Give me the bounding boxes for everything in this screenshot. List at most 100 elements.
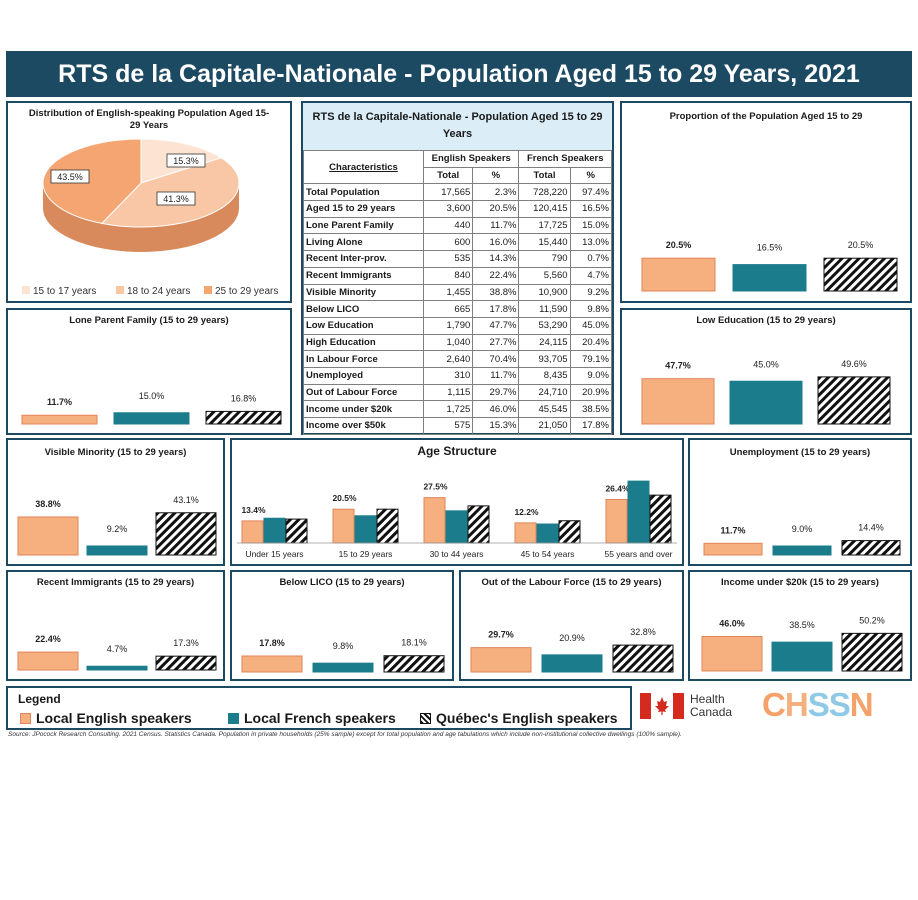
legend-item-quebec: Québec's English speakers <box>420 710 618 726</box>
category-label: 55 years and over <box>604 549 672 559</box>
table-row: Recent Inter-prov. 535 14.3% 790 0.7% <box>303 250 613 268</box>
data-label: 22.4% <box>35 634 61 644</box>
lone-parent-chart-title: Lone Parent Family (15 to 29 years) <box>69 315 229 326</box>
pie-slice <box>42 138 142 224</box>
legend: Legend Local English speakers Local Fren… <box>6 686 632 730</box>
row-label: In Labour Force <box>303 350 424 368</box>
data-label: 38.5% <box>789 620 815 630</box>
bar-english <box>641 378 715 425</box>
health-canada-logo: Health Canada <box>690 693 732 719</box>
col-characteristics: Characteristics <box>303 149 424 185</box>
en-total-cell: 535 <box>422 250 474 268</box>
bar-french <box>627 480 650 544</box>
health-canada-line2: Canada <box>690 705 733 719</box>
data-label: 38.8% <box>35 499 61 509</box>
bar-french <box>729 380 803 425</box>
bar-quebec <box>841 632 903 672</box>
table-row: Income over $50k 575 15.3% 21,050 17.8% <box>303 417 613 435</box>
data-label: 11.7% <box>720 525 745 535</box>
table-row: Unemployed 310 11.7% 8,435 9.0% <box>303 366 613 385</box>
fr-pct-cell: 9.2% <box>569 283 613 302</box>
low-education-chart-panel: Low Education (15 to 29 years) 47.7% 45.0… <box>620 308 912 435</box>
data-label: 26.4% <box>605 483 630 493</box>
table-row: Below LICO 665 17.8% 11,590 9.8% <box>303 300 613 318</box>
en-pct-cell: 70.4% <box>472 350 520 368</box>
en-pct-cell: 17.8% <box>472 300 520 318</box>
en-total-cell: 2,640 <box>422 350 474 368</box>
fr-pct-cell: 16.5% <box>569 200 613 218</box>
row-label: Low Education <box>303 316 424 335</box>
fr-pct-cell: 13.0% <box>569 233 613 252</box>
data-label: 16.5% <box>757 243 783 253</box>
pie-label: 15.3% <box>173 156 199 166</box>
table-title: RTS de la Capitale-Nationale - Populatio… <box>303 103 612 150</box>
bar-quebec <box>467 505 490 544</box>
data-label: 9.8% <box>333 641 354 651</box>
bar-french <box>445 510 468 544</box>
legend-label-english: Local English speakers <box>36 710 192 726</box>
fr-pct-cell: 9.0% <box>569 366 613 385</box>
out-of-labour-force-chart-title: Out of the Labour Force (15 to 29 years) <box>481 577 662 588</box>
table-row: Out of Labour Force 1,115 29.7% 24,710 20.9% <box>303 383 613 402</box>
bar-french <box>86 545 148 556</box>
recent-immigrants-chart: 22.4% 4.7% 17.3% <box>17 634 217 671</box>
bar-french <box>541 654 603 673</box>
income-under-20k-chart-title: Income under $20k (15 to 29 years) <box>721 577 879 588</box>
low-education-chart: 47.7% 45.0% 49.6% <box>641 359 891 425</box>
bar-french <box>86 665 148 671</box>
fr-pct-cell: 20.4% <box>569 333 613 352</box>
legend-swatch-quebec <box>420 713 431 724</box>
table-row: Income under $20k 1,725 46.0% 45,545 38.5% <box>303 400 613 418</box>
table-row: Visible Minority 1,455 38.8% 10,900 9.2% <box>303 283 613 302</box>
legend-swatch-french <box>228 713 239 724</box>
bar-quebec <box>376 508 399 544</box>
en-total-cell: 1,040 <box>422 333 474 352</box>
data-label: 20.5% <box>848 240 874 250</box>
bar-english <box>17 516 79 556</box>
en-pct-cell: 27.7% <box>472 333 520 352</box>
proportion-chart-title: Proportion of the Population Aged 15 to … <box>669 111 863 122</box>
row-label: Total Population <box>303 183 424 202</box>
category-label: 45 to 54 years <box>521 549 575 559</box>
row-label: Lone Parent Family <box>303 216 424 235</box>
row-label: Visible Minority <box>303 283 424 302</box>
pie-legend-label: 25 to 29 years <box>215 286 278 297</box>
pie-legend-swatch <box>204 286 212 294</box>
bar-english <box>423 497 446 544</box>
row-label: Below LICO <box>303 300 424 318</box>
data-label: 12.2% <box>514 507 539 517</box>
data-label: 18.1% <box>401 638 427 648</box>
en-total-cell: 840 <box>422 266 474 285</box>
bar-quebec <box>285 518 308 544</box>
row-label: Aged 15 to 29 years <box>303 200 424 218</box>
en-total-cell: 1,725 <box>422 400 474 418</box>
fr-pct-cell: 45.0% <box>569 316 613 335</box>
col-french-speakers: French Speakers <box>518 150 612 168</box>
table-row: Living Alone 600 16.0% 15,440 13.0% <box>303 233 613 252</box>
pie-chart-panel: Distribution of English-speaking Populat… <box>6 101 292 303</box>
legend-item-french: Local French speakers <box>228 710 396 726</box>
en-pct-cell: 14.3% <box>472 250 520 268</box>
chssn-letter: C <box>762 686 786 723</box>
en-pct-cell: 38.8% <box>472 283 520 302</box>
pie-legend-label: 15 to 17 years <box>33 286 96 297</box>
row-label: Recent Inter-prov. <box>303 250 424 268</box>
data-label: 46.0% <box>719 619 745 629</box>
pie-label: 41.3% <box>163 194 189 204</box>
col-fr-pct: % <box>569 166 613 185</box>
en-pct-cell: 2.3% <box>472 183 520 202</box>
out-of-labour-force-chart-panel: Out of the Labour Force (15 to 29 years)… <box>459 570 684 681</box>
chssn-letter: N <box>849 686 874 723</box>
pie-legend-label: 18 to 24 years <box>127 286 190 297</box>
data-label: 43.1% <box>173 495 199 505</box>
unemployment-chart: 11.7% 9.0% 14.4% <box>703 523 901 556</box>
pie-label: 43.5% <box>57 172 83 182</box>
recent-immigrants-chart-title: Recent Immigrants (15 to 29 years) <box>36 577 195 588</box>
statistics-table-panel: RTS de la Capitale-Nationale - Populatio… <box>301 101 614 435</box>
proportion-chart: 20.5% 16.5% 20.5% <box>641 240 898 292</box>
en-total-cell: 3,600 <box>422 200 474 218</box>
proportion-chart-panel: Proportion of the Population Aged 15 to … <box>620 101 912 303</box>
fr-total-cell: 17,725 <box>518 216 571 235</box>
fr-pct-cell: 17.8% <box>569 417 613 435</box>
data-label: 47.7% <box>665 361 691 371</box>
